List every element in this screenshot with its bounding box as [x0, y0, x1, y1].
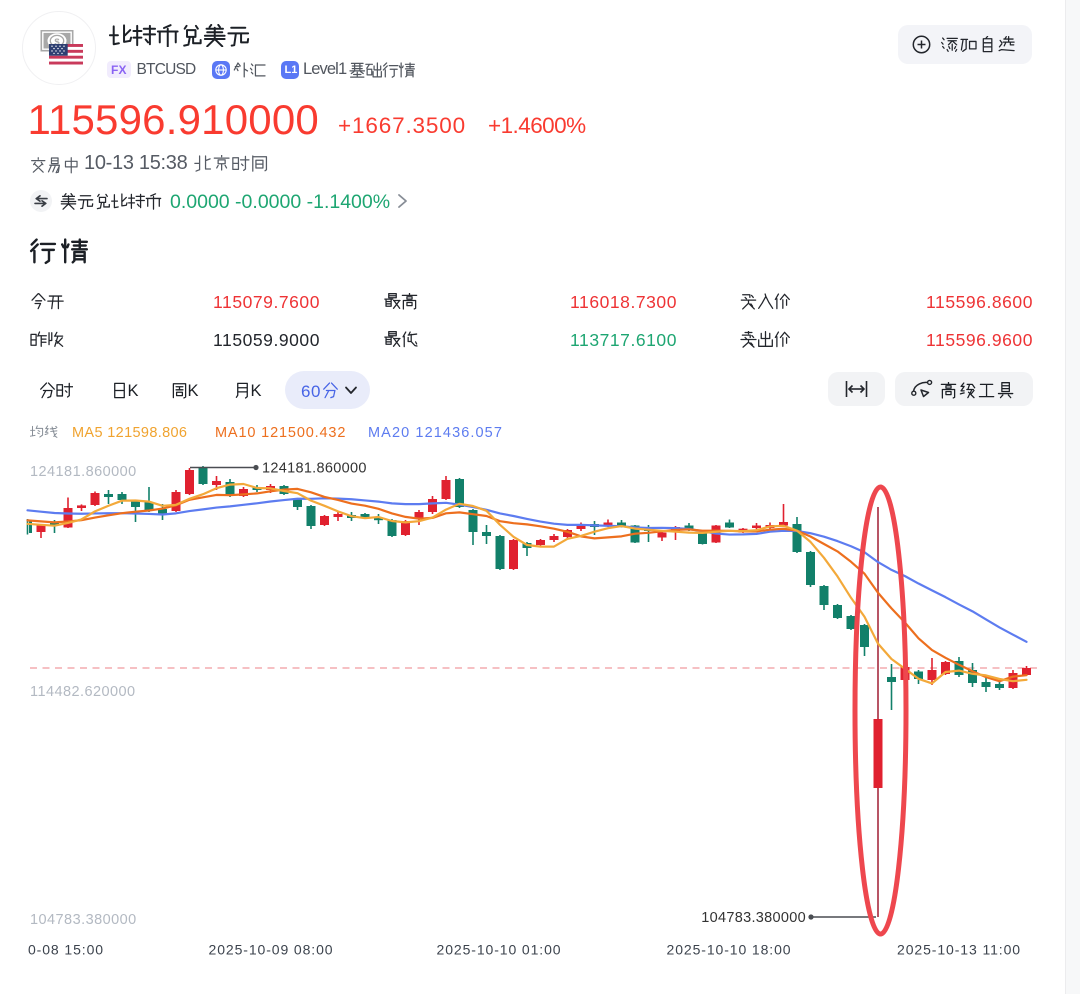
svg-text:0-08 15:00: 0-08 15:00	[28, 942, 104, 958]
svg-text:2025-10-10 01:00: 2025-10-10 01:00	[437, 942, 562, 958]
svg-text:2025-10-10 18:00: 2025-10-10 18:00	[667, 942, 792, 958]
svg-text:$: $	[54, 37, 60, 48]
svg-text:124181.860000: 124181.860000	[262, 461, 367, 477]
svg-text:104783.380000: 104783.380000	[30, 912, 137, 928]
svg-text:2025-10-13 11:00: 2025-10-13 11:00	[897, 942, 1021, 958]
svg-text:104783.380000: 104783.380000	[701, 910, 806, 926]
svg-text:2025-10-09 08:00: 2025-10-09 08:00	[209, 942, 334, 958]
svg-text:124181.860000: 124181.860000	[30, 464, 137, 480]
svg-text:114482.620000: 114482.620000	[30, 684, 136, 700]
